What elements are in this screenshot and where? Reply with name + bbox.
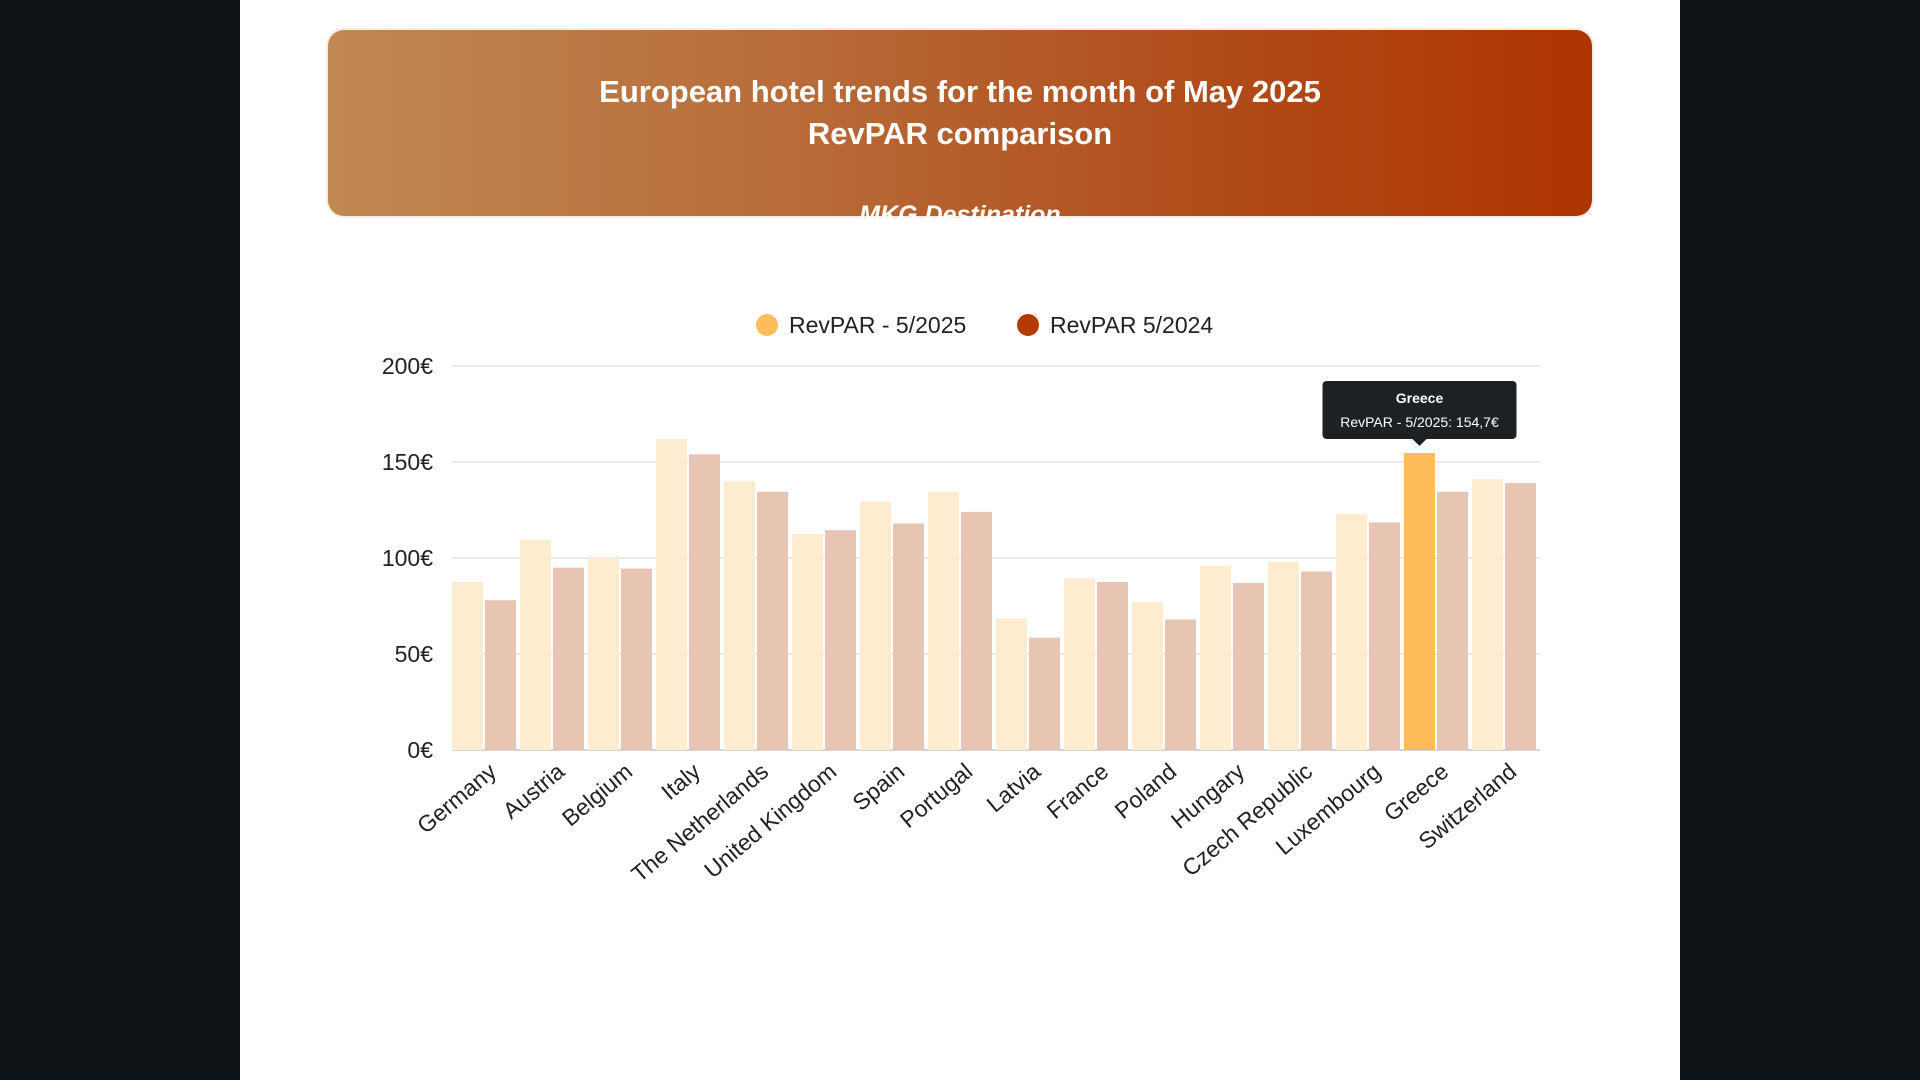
bar-chart: RevPAR - 5/2025 RevPAR 5/2024 0€ 50€ 100€ 15… [382,312,1540,888]
tooltip: Greece RevPAR - 5/2025: 154,7€ [1322,380,1517,446]
bar-belgium-s2[interactable] [621,568,652,750]
bar-germany-s1[interactable] [452,582,483,750]
bar-greece-s1[interactable] [1404,452,1435,750]
tooltip-value: RevPAR - 5/2025: 154,7€ [1340,414,1499,430]
chart-subtitle: RevPAR comparison [807,116,1113,151]
bar-united-kingdom-s1[interactable] [792,534,823,750]
y-tick-label: 150€ [382,449,433,475]
bar-france-s2[interactable] [1097,582,1128,750]
bar-united-kingdom-s2[interactable] [825,530,856,750]
bar-the-netherlands-s1[interactable] [724,481,755,750]
tooltip-pointer [1412,438,1427,446]
tooltip-box [1322,380,1517,439]
tooltip-title: Greece [1396,390,1444,406]
x-tick-label: Latvia [981,758,1045,818]
chart-legend: RevPAR - 5/2025 RevPAR 5/2024 [756,312,1213,338]
legend-label-1[interactable]: RevPAR - 5/2025 [789,312,966,338]
bar-latvia-s1[interactable] [996,618,1027,750]
bar-austria-s1[interactable] [520,539,551,750]
title-banner: European hotel trends for the month of M… [328,30,1592,229]
bar-czech-republic-s1[interactable] [1268,561,1299,750]
page: European hotel trends for the month of M… [240,0,1680,1080]
bar-greece-s2[interactable] [1437,491,1468,750]
y-tick-label: 0€ [407,737,433,763]
bar-luxembourg-s2[interactable] [1369,522,1400,750]
bar-hungary-s2[interactable] [1233,582,1264,750]
bar-italy-s1[interactable] [656,438,687,750]
bar-poland-s1[interactable] [1132,602,1163,750]
x-tick-label: Portugal [895,758,977,833]
bar-spain-s2[interactable] [893,523,924,750]
legend-marker-1[interactable] [756,314,778,336]
bar-switzerland-s1[interactable] [1472,479,1503,750]
bar-italy-s2[interactable] [689,454,720,750]
y-tick-label: 50€ [395,641,434,667]
legend-marker-2[interactable] [1017,314,1039,336]
x-tick-label: France [1042,758,1114,824]
y-tick-label: 200€ [382,353,433,379]
bar-germany-s2[interactable] [485,600,516,750]
x-tick-label: Italy [656,758,705,805]
bar-france-s1[interactable] [1064,578,1095,750]
bar-hungary-s1[interactable] [1200,565,1231,750]
y-axis: 0€ 50€ 100€ 150€ 200€ [382,353,433,763]
bar-portugal-s1[interactable] [928,491,959,750]
bar-belgium-s1[interactable] [588,558,619,750]
bar-switzerland-s2[interactable] [1505,483,1536,750]
bar-poland-s2[interactable] [1165,619,1196,750]
bar-luxembourg-s1[interactable] [1336,513,1367,750]
x-tick-label: Spain [847,758,909,816]
bar-austria-s2[interactable] [553,567,584,750]
bar-latvia-s2[interactable] [1029,637,1060,750]
chart-title: European hotel trends for the month of M… [599,74,1321,109]
bar-portugal-s2[interactable] [961,511,992,750]
x-tick-label: Belgium [557,758,637,831]
bar-the-netherlands-s2[interactable] [757,491,788,750]
bar-spain-s1[interactable] [860,501,891,750]
bars [452,438,1536,750]
legend-label-2[interactable]: RevPAR 5/2024 [1050,312,1213,338]
bar-czech-republic-s2[interactable] [1301,571,1332,750]
y-tick-label: 100€ [382,545,433,571]
source-label: MKG Destination [859,201,1061,229]
x-tick-label: Germany [412,758,502,839]
